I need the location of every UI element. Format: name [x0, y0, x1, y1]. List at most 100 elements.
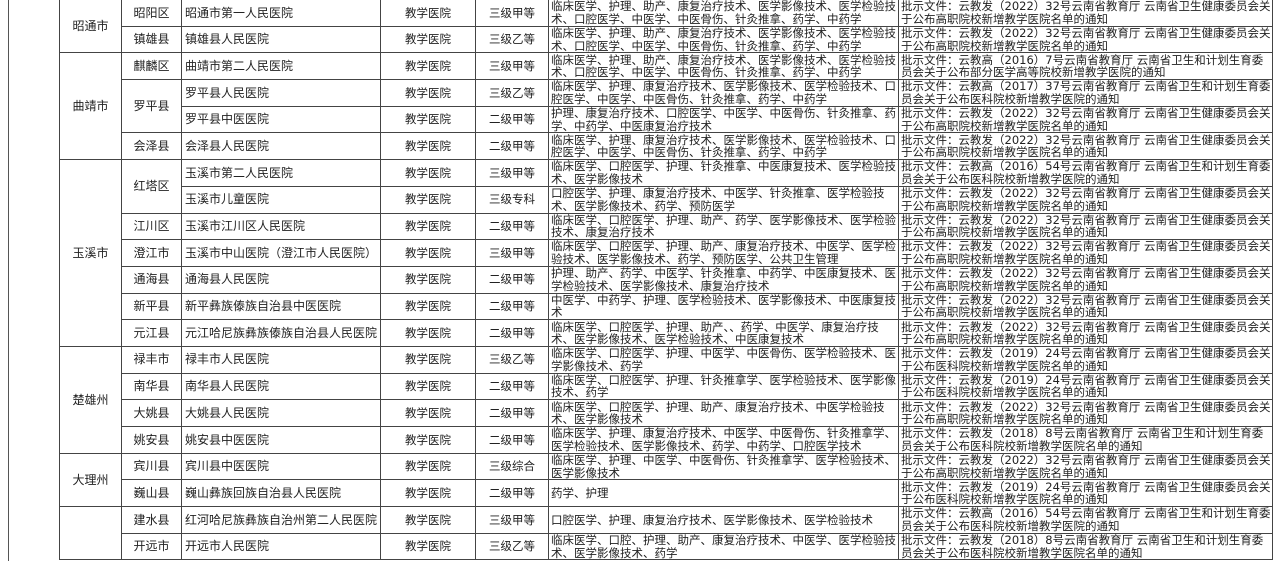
majors-cell: 临床医学、口腔、护理、助产、康复治疗技术、中医学、医学检验技术、医学影像技术、药… [548, 532, 899, 561]
majors-cell: 临床医学、护理、助产、康复治疗技术、医学影像技术、医学检验技术、口腔医学、中医学… [548, 52, 899, 81]
hospital-type-cell: 教学医院 [380, 372, 476, 401]
majors-cell: 临床医学、口腔医学、护理、助产、、药学、中医学、康复治疗技术、医学影像技术、医学… [548, 319, 899, 347]
hospital-name-cell: 玉溪市中山医院（澄江市人民医院） [181, 239, 381, 267]
county-cell: 罗平县 [121, 79, 182, 134]
hospital-name-cell: 曲靖市第二人民医院 [181, 52, 381, 81]
approval-document-cell: 批示文件：云教发（2022）32号云南省教育厅 云南省卫生健康委员会关于公布高职… [898, 0, 1273, 27]
hospital-level-cell: 二级甲等 [475, 479, 549, 508]
county-cell: 禄丰市 [121, 345, 182, 374]
hospital-name-cell: 玉溪市儿童医院 [181, 185, 381, 214]
hospital-type-cell: 教学医院 [380, 185, 476, 214]
hospital-type-cell: 教学医院 [380, 426, 476, 454]
majors-cell: 临床医学、护理、康复治疗技术、中医学、中医骨伤、针灸推拿学、医学检验技术、医学影… [548, 426, 899, 454]
majors-cell: 临床医学、护理、中医学、中医骨伤、针灸推拿学、医学检验技术、医学影像技术 [548, 452, 899, 481]
hospital-type-cell: 教学医院 [380, 506, 476, 534]
majors-cell: 临床医学、护理、助产、康复治疗技术、医学影像技术、医学检验技术、口腔医学、中医学… [548, 0, 899, 27]
county-cell: 巍山县 [121, 479, 182, 508]
teaching-hospital-table: 昭通市 昭阳区 昭通市第一人民医院 教学医院 三级甲等 临床医学、护理、助产、康复治疗技术… [59, 0, 1273, 561]
majors-cell: 临床医学、口腔医学、护理、针灸推拿、中医康复技术、医学检验技术、医学影像技术 [548, 159, 899, 187]
county-cell: 通海县 [121, 265, 182, 294]
hospital-level-cell: 二级甲等 [475, 265, 549, 294]
majors-cell: 临床医学、护理、康复治疗技术、医学影像技术、医学检验技术、口腔医学、中医学、中医… [548, 132, 899, 161]
county-cell: 建水县 [121, 506, 182, 534]
hospital-name-cell: 姚安县中医医院 [181, 426, 381, 454]
approval-document-cell: 批示文件：云教高（2016）54号云南省教育厅 云南省卫生和计划生育委员会关于公… [898, 506, 1273, 534]
hospital-level-cell: 三级甲等 [475, 506, 549, 534]
table-row: 楚雄州 禄丰市 禄丰市人民医院 教学医院 三级乙等 临床医学、口腔医学、护理、中医学、中医… [59, 345, 1273, 454]
hospital-level-cell: 二级甲等 [475, 426, 549, 454]
hospital-name-cell: 罗平县人民医院 [181, 79, 381, 107]
hospital-type-cell: 教学医院 [380, 532, 476, 561]
majors-cell: 临床医学、口腔医学、护理、助产、药学、医学影像技术、医学检验技术、康复治疗技术 [548, 212, 899, 241]
hospital-level-cell: 三级综合 [475, 452, 549, 481]
hospital-type-cell: 教学医院 [380, 159, 476, 187]
hospital-name-cell: 大姚县人民医院 [181, 399, 381, 427]
approval-document-cell: 批示文件：云教发（2022）32号云南省教育厅 云南省卫生健康委员会关于公布高职… [898, 185, 1273, 214]
table-row: 昭通市 昭阳区 昭通市第一人民医院 教学医院 三级甲等 临床医学、护理、助产、康复治疗技术… [59, 0, 1273, 54]
hospital-level-cell: 二级甲等 [475, 105, 549, 134]
approval-document-cell: 批示文件：云教发（2019）24号云南省教育厅 云南省卫生健康委员会关于公布医科… [898, 479, 1273, 508]
city-cell: 楚雄州 [59, 345, 122, 454]
approval-document-cell: 批示文件：云教发（2022）32号云南省教育厅 云南省卫生健康委员会关于公布高职… [898, 105, 1273, 134]
county-cell: 澄江市 [121, 239, 182, 267]
hospital-name-cell: 巍山彝族回族自治县人民医院 [181, 479, 381, 508]
table-row: 玉溪市 红塔区 玉溪市第二人民医院 教学医院 三级甲等 临床医学、口腔医学、护理、针灸推拿… [59, 159, 1273, 347]
hospital-type-cell: 教学医院 [380, 452, 476, 481]
table-row: 曲靖市 麒麟区 曲靖市第二人民医院 教学医院 三级甲等 临床医学、护理、助产、康复治疗技术… [59, 52, 1273, 161]
majors-cell: 临床医学、护理、康复治疗技术、医学影像技术、医学检验技术、口腔医学、中医学、中医… [548, 79, 899, 107]
city-cell: 玉溪市 [59, 159, 122, 347]
hospital-type-cell: 教学医院 [380, 132, 476, 161]
city-cell [59, 506, 122, 561]
table-row: 会泽县 会泽县人民医院 教学医院 二级甲等 临床医学、护理、康复治疗技术、医学影像技术、… [60, 132, 1273, 161]
approval-document-cell: 批示文件：云教发（2019）24号云南省教育厅 云南省卫生健康委员会关于公布医科… [898, 372, 1273, 401]
table-row: 镇雄县 镇雄县人民医院 教学医院 三级乙等 临床医学、护理、助产、康复治疗技术、医学影像… [60, 25, 1273, 54]
county-cell: 麒麟区 [121, 52, 182, 81]
hospital-level-cell: 二级甲等 [475, 372, 549, 401]
table-row: 建水县 红河哈尼族彝族自治州第二人民医院 教学医院 三级甲等 口腔医学、护理、康复治疗技… [59, 506, 1273, 561]
county-cell: 昭阳区 [121, 0, 182, 27]
approval-document-cell: 批示文件：云教发（2022）32号云南省教育厅 云南省卫生健康委员会关于公布高职… [898, 399, 1273, 427]
hospital-name-cell: 元江哈尼族彝族傣族自治县人民医院 [181, 319, 381, 347]
majors-cell: 临床医学、口腔医学、护理、助产、康复治疗技术、中医学检验技术、医学影像技术 [548, 399, 899, 427]
county-cell: 元江县 [121, 319, 182, 347]
approval-document-cell: 批示文件：云教发（2018）8号云南省教育厅 云南省卫生和计划生育委员会关于公布… [898, 532, 1273, 561]
majors-cell: 护理、康复治疗技术、口腔医学、中医学、中医骨伤、针灸推拿、药学、中药学、中医康复… [548, 105, 899, 134]
table-row: 南华县 南华县人民医院 教学医院 二级甲等 临床医学、口腔医学、护理、针灸推拿学、医学检… [60, 372, 1273, 401]
hospital-level-cell: 二级甲等 [475, 132, 549, 161]
table-row: 通海县 通海县人民医院 教学医院 二级甲等 护理、助产、药学、中医学、针灸推拿、中药学、… [60, 265, 1273, 294]
city-cell: 大理州 [59, 452, 122, 508]
hospital-level-cell: 三级甲等 [475, 159, 549, 187]
approval-document-cell: 批示文件：云教发（2019）24号云南省教育厅 云南省卫生健康委员会关于公布医科… [898, 345, 1273, 374]
table-row: 开远市 开远市人民医院 教学医院 三级乙等 临床医学、口腔、护理、助产、康复治疗技术、中… [60, 532, 1273, 561]
table-row: 姚安县 姚安县中医医院 教学医院 二级甲等 临床医学、护理、康复治疗技术、中医学、中医骨… [60, 426, 1273, 454]
table-row: 巍山县 巍山彝族回族自治县人民医院 教学医院 二级甲等 药学、护理 批示文件：云教发（20… [60, 479, 1273, 508]
hospital-name-cell: 玉溪市江川区人民医院 [181, 212, 381, 241]
approval-document-cell: 批示文件：云教发（2018）8号云南省教育厅 云南省卫生和计划生育委员会关于公布… [898, 426, 1273, 454]
hospital-level-cell: 三级乙等 [475, 345, 549, 374]
city-cell: 昭通市 [59, 0, 122, 54]
hospital-level-cell: 三级乙等 [475, 25, 549, 54]
hospital-level-cell: 二级甲等 [475, 319, 549, 347]
table-row: 新平县 新平彝族傣族自治县中医医院 教学医院 二级甲等 中医学、中药学、护理、医学检验技… [60, 292, 1273, 321]
city-cell: 曲靖市 [59, 52, 122, 161]
hospital-level-cell: 三级专科 [475, 185, 549, 214]
hospital-name-cell: 南华县人民医院 [181, 372, 381, 401]
hospital-type-cell: 教学医院 [380, 292, 476, 321]
approval-document-cell: 批示文件：云教高（2016）54号云南省教育厅 云南省卫生和计划生育委员会关于公… [898, 159, 1273, 187]
hospital-name-cell: 红河哈尼族彝族自治州第二人民医院 [181, 506, 381, 534]
hospital-name-cell: 新平彝族傣族自治县中医医院 [181, 292, 381, 321]
county-cell: 江川区 [121, 212, 182, 241]
table-row: 江川区 玉溪市江川区人民医院 教学医院 二级甲等 临床医学、口腔医学、护理、助产、药学、… [60, 212, 1273, 241]
hospital-level-cell: 二级甲等 [475, 212, 549, 241]
hospital-level-cell: 三级甲等 [475, 239, 549, 267]
approval-document-cell: 批示文件：云教发（2022）32号云南省教育厅 云南省卫生健康委员会关于公布高职… [898, 239, 1273, 267]
approval-document-cell: 批示文件：云教发（2022）32号云南省教育厅 云南省卫生健康委员会关于公布高职… [898, 132, 1273, 161]
hospital-name-cell: 昭通市第一人民医院 [181, 0, 381, 27]
majors-cell: 临床医学、护理、助产、康复治疗技术、医学影像技术、医学检验技术、口腔医学、中医学… [548, 25, 899, 54]
hospital-type-cell: 教学医院 [380, 239, 476, 267]
hospital-level-cell: 三级甲等 [475, 52, 549, 81]
hospital-type-cell: 教学医院 [380, 79, 476, 107]
majors-cell: 护理、助产、药学、中医学、针灸推拿、中药学、中医康复技术、医学检验技术、医学影像… [548, 265, 899, 294]
county-cell: 开远市 [121, 532, 182, 561]
majors-cell: 中医学、中药学、护理、医学检验技术、医学影像技术、中医康复技术 [548, 292, 899, 321]
